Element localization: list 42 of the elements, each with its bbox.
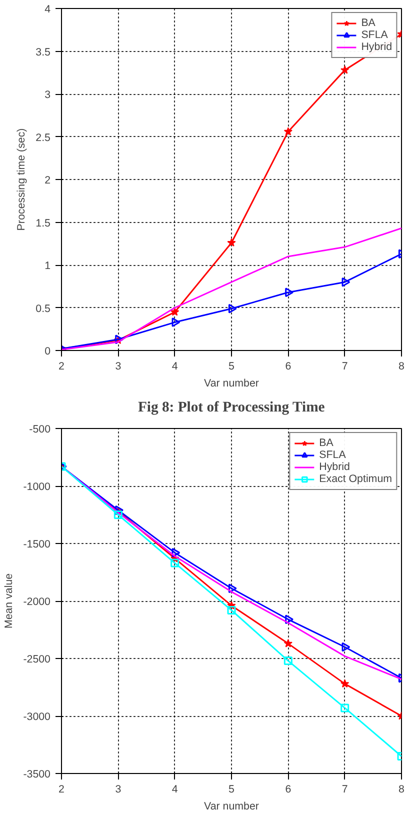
legend-label: Hybrid (319, 461, 350, 473)
legend-label: BA (319, 437, 334, 449)
x-tick-label: 7 (342, 360, 348, 372)
y-axis-title: Mean value (3, 573, 16, 629)
y-tick-label: 1 (44, 260, 51, 272)
y-axis-title: Processing time (sec) (16, 128, 28, 231)
legend-label: Hybrid (361, 41, 392, 53)
y-tick-label: 2.5 (36, 132, 51, 144)
y-tick-label: 2 (44, 174, 51, 186)
x-tick-label: 3 (115, 784, 122, 796)
y-tick-label: -1500 (23, 538, 51, 550)
legend-label: Exact Optimum (319, 473, 392, 485)
y-tick-label: 3 (44, 89, 51, 101)
x-tick-label: 5 (228, 360, 235, 372)
y-tick-label: 3.5 (36, 46, 51, 58)
x-tick-label: 7 (342, 784, 348, 796)
y-tick-label: -2000 (23, 596, 51, 608)
x-tick-label: 4 (172, 784, 178, 796)
x-axis-title: Var number (204, 378, 260, 390)
x-tick-label: 4 (172, 360, 178, 372)
y-tick-label: 0 (44, 346, 51, 358)
y-tick-label: -500 (29, 424, 51, 436)
x-tick-label: 3 (115, 360, 122, 372)
x-tick-label: 6 (285, 360, 292, 372)
legend-label: BA (361, 17, 376, 29)
x-tick-label: 5 (228, 784, 235, 796)
y-tick-label: -2500 (23, 654, 51, 666)
x-tick-label: 2 (58, 784, 65, 796)
y-tick-label: -3500 (23, 768, 51, 780)
caption: Fig 8: Plot of Processing Time (138, 400, 326, 416)
y-tick-label: 1.5 (36, 217, 51, 230)
x-tick-label: 6 (285, 784, 292, 796)
y-tick-label: -3000 (23, 711, 51, 723)
y-tick-label: -1000 (23, 481, 51, 493)
y-tick-label: 4 (44, 4, 51, 16)
x-tick-label: 2 (58, 360, 65, 372)
x-axis-title: Var number (204, 800, 260, 812)
legend-label: SFLA (319, 449, 346, 461)
y-tick-label: 0.5 (36, 302, 51, 315)
x-tick-label: 8 (398, 784, 405, 796)
x-tick-label: 8 (398, 360, 405, 372)
legend-label: SFLA (361, 29, 388, 41)
